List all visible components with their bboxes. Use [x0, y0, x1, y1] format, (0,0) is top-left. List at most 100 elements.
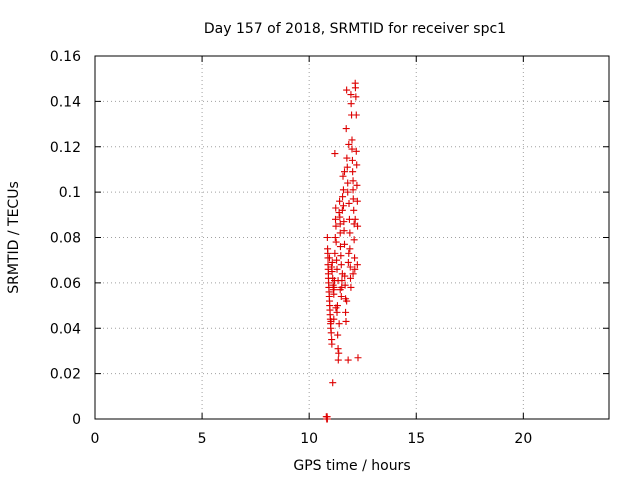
data-point [341, 281, 349, 289]
y-tick-label: 0.08 [50, 231, 81, 247]
data-point [330, 290, 338, 298]
data-point [350, 236, 358, 244]
data-point [346, 245, 354, 253]
data-point [347, 100, 355, 108]
data-point [328, 340, 336, 348]
data-point [340, 218, 348, 226]
x-tick-label: 5 [198, 431, 207, 447]
tick-layer: 0 0.02 0.04 0.06 0.08 0.1 0.12 0.14 0.16 0 5 10 15 20 [50, 49, 609, 447]
data-point [323, 415, 331, 423]
data-point [351, 265, 359, 273]
data-point [342, 125, 350, 133]
data-point [344, 188, 352, 196]
data-point [347, 274, 355, 282]
data-point [345, 140, 353, 148]
data-point [323, 234, 331, 241]
data-point [354, 354, 362, 362]
data-point [342, 317, 350, 325]
data-point [343, 297, 351, 305]
y-tick-label: 0 [72, 412, 81, 428]
data-point [334, 331, 342, 339]
data-point [335, 320, 343, 328]
data-point [341, 240, 349, 248]
y-tick-label: 0.12 [50, 140, 81, 156]
data-point [332, 222, 340, 230]
x-tick-label: 15 [407, 431, 425, 447]
data-point [332, 215, 340, 223]
data-point [344, 258, 352, 266]
data-point [334, 356, 342, 364]
y-tick-label: 0.14 [50, 94, 81, 110]
data-point [336, 229, 344, 237]
data-point [346, 229, 354, 237]
data-point [337, 261, 345, 269]
data-point [351, 215, 359, 223]
data-point [334, 277, 342, 285]
data-point [353, 181, 361, 189]
data-point [343, 154, 351, 162]
data-point [331, 150, 339, 158]
data-point [336, 197, 344, 205]
data-point [349, 195, 357, 203]
data-point [351, 254, 359, 262]
data-point [343, 86, 351, 94]
data-point [332, 204, 340, 212]
data-point [344, 179, 352, 187]
data-point [338, 206, 346, 214]
data-point [329, 379, 337, 387]
data-point [344, 356, 352, 364]
data-point [352, 93, 360, 101]
data-point [350, 206, 358, 214]
grid-layer [95, 56, 609, 419]
data-point [348, 156, 356, 164]
data-point [332, 304, 340, 312]
data-point [335, 349, 343, 357]
data-point [336, 220, 344, 228]
data-point [352, 147, 360, 155]
data-point [339, 202, 347, 210]
y-tick-label: 0.06 [50, 276, 81, 292]
data-point [353, 261, 361, 269]
data-point [326, 254, 334, 262]
data-point [343, 163, 351, 171]
data-point [330, 315, 338, 323]
y-axis-label: SRMTID / TECUs [6, 181, 22, 294]
data-point [328, 263, 336, 271]
data-point [336, 243, 344, 251]
data-point [336, 213, 344, 221]
data-point [337, 252, 345, 260]
data-point [341, 272, 349, 280]
data-point [345, 249, 353, 257]
data-points [322, 79, 362, 423]
data-point [330, 283, 338, 291]
data-point [337, 292, 345, 300]
data-point [347, 91, 355, 99]
data-point [332, 238, 340, 246]
data-point [327, 329, 335, 337]
data-point [349, 270, 357, 278]
data-point [348, 136, 356, 144]
chart-title: Day 157 of 2018, SRMTID for receiver spc… [204, 21, 506, 37]
data-point [336, 286, 344, 294]
data-point [353, 161, 361, 169]
y-tick-label: 0.1 [59, 185, 81, 201]
data-point [348, 145, 356, 153]
data-point [342, 308, 350, 316]
data-point [346, 263, 354, 271]
data-point [328, 258, 336, 266]
data-point [339, 172, 347, 180]
data-point [352, 111, 360, 119]
data-point [333, 265, 341, 273]
x-tick-label: 10 [300, 431, 318, 447]
data-point [331, 234, 339, 241]
data-point [333, 308, 341, 316]
data-point [333, 256, 341, 264]
data-point [349, 168, 357, 176]
x-tick-label: 0 [91, 431, 100, 447]
x-tick-label: 20 [514, 431, 532, 447]
y-tick-label: 0.02 [50, 367, 81, 383]
data-point [331, 249, 339, 257]
data-point [353, 197, 361, 205]
data-point [347, 283, 355, 291]
y-tick-label: 0.04 [50, 321, 81, 337]
